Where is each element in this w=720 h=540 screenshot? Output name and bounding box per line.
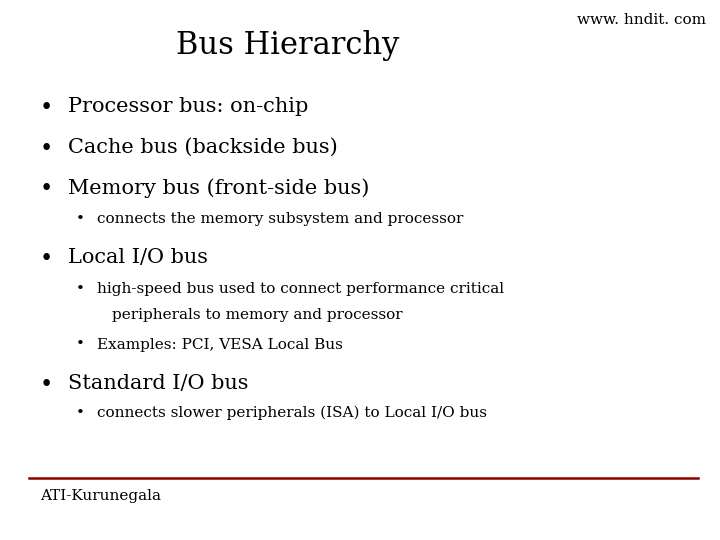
Text: •: • — [40, 248, 53, 271]
Text: Bus Hierarchy: Bus Hierarchy — [176, 30, 400, 60]
Text: •: • — [40, 374, 53, 396]
Text: peripherals to memory and processor: peripherals to memory and processor — [112, 308, 402, 322]
Text: •: • — [40, 138, 53, 160]
Text: •: • — [76, 338, 84, 352]
Text: Cache bus (backside bus): Cache bus (backside bus) — [68, 138, 338, 157]
Text: •: • — [76, 406, 84, 420]
Text: •: • — [40, 97, 53, 119]
Text: connects the memory subsystem and processor: connects the memory subsystem and proces… — [97, 212, 464, 226]
Text: Standard I/O bus: Standard I/O bus — [68, 374, 249, 393]
Text: connects slower peripherals (ISA) to Local I/O bus: connects slower peripherals (ISA) to Loc… — [97, 406, 487, 421]
Text: ATI-Kurunegala: ATI-Kurunegala — [40, 489, 161, 503]
Text: Memory bus (front-side bus): Memory bus (front-side bus) — [68, 178, 370, 198]
Text: •: • — [76, 212, 84, 226]
Text: high-speed bus used to connect performance critical: high-speed bus used to connect performan… — [97, 282, 504, 296]
Text: Processor bus: on-chip: Processor bus: on-chip — [68, 97, 309, 116]
Text: •: • — [40, 178, 53, 200]
Text: •: • — [76, 282, 84, 296]
Text: Local I/O bus: Local I/O bus — [68, 248, 208, 267]
Text: www. hndit. com: www. hndit. com — [577, 14, 706, 28]
Text: Examples: PCI, VESA Local Bus: Examples: PCI, VESA Local Bus — [97, 338, 343, 352]
